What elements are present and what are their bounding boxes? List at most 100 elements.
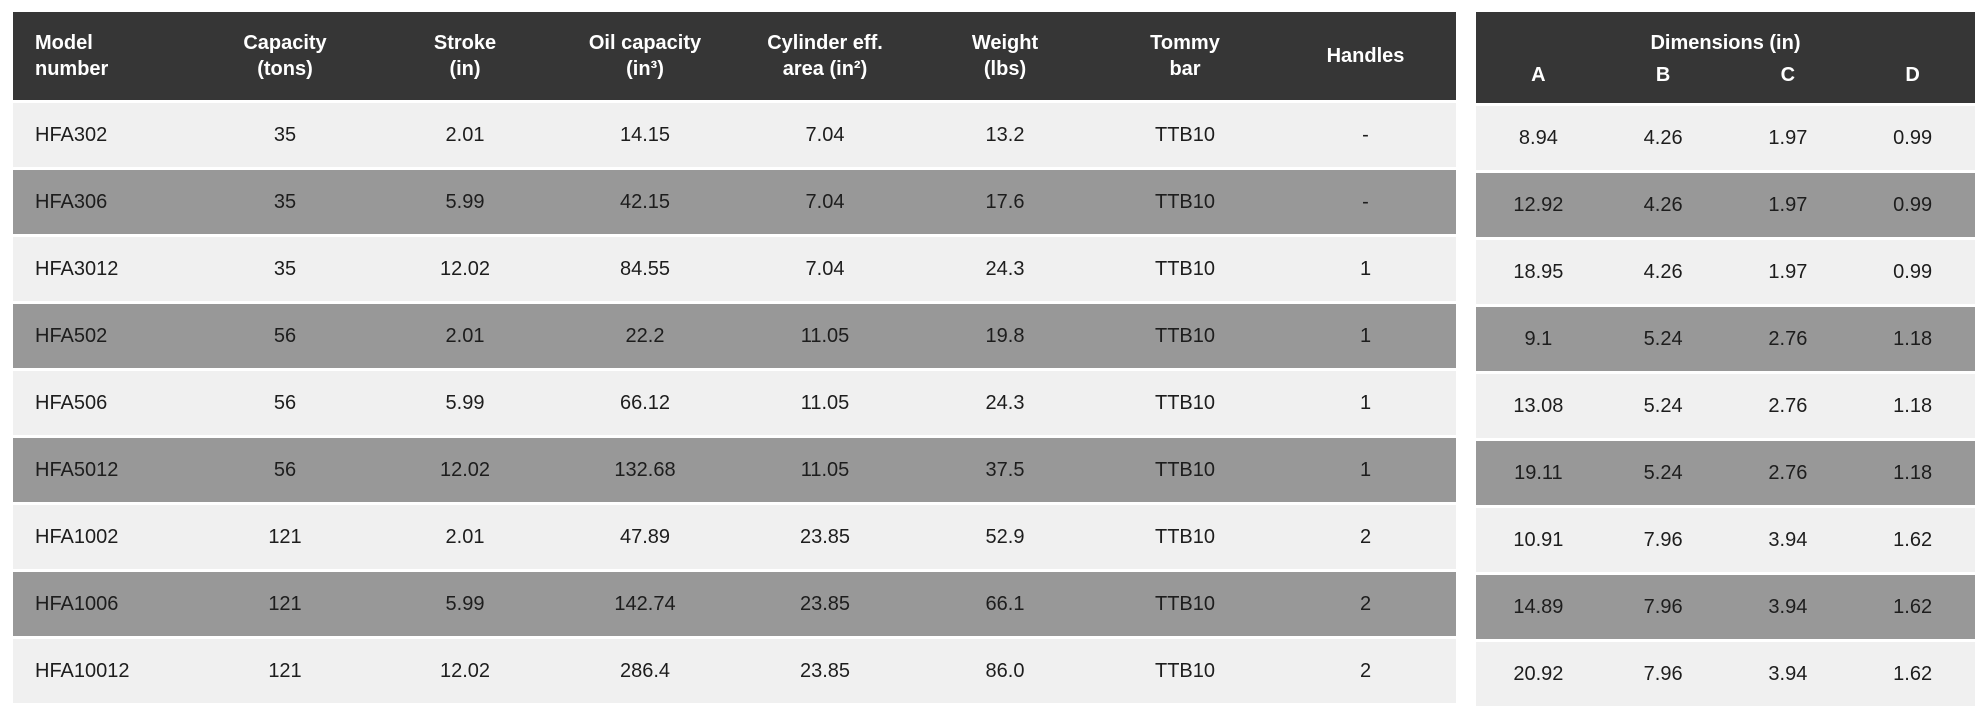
- cell-dim-c: 2.76: [1725, 439, 1851, 507]
- cell-area: 7.04: [735, 168, 915, 236]
- table-row: HFA5012 56 12.02 132.68 11.05 37.5 TTB10…: [13, 436, 1456, 504]
- cell-weight: 17.6: [915, 168, 1095, 236]
- cell-dim-d: 1.62: [1850, 506, 1975, 574]
- cell-oil: 142.74: [555, 570, 735, 638]
- cell-tommy: TTB10: [1095, 369, 1275, 437]
- cell-model: HFA10012: [13, 637, 195, 705]
- cell-area: 11.05: [735, 369, 915, 437]
- cell-capacity: 35: [195, 235, 375, 303]
- cell-stroke: 12.02: [375, 637, 555, 705]
- table-row: 19.11 5.24 2.76 1.18: [1476, 439, 1975, 507]
- cell-dim-c: 2.76: [1725, 372, 1851, 440]
- table-row: 12.92 4.26 1.97 0.99: [1476, 171, 1975, 239]
- cell-tommy: TTB10: [1095, 436, 1275, 504]
- cell-model: HFA506: [13, 369, 195, 437]
- cell-handles: 1: [1275, 235, 1456, 303]
- cell-weight: 52.9: [915, 503, 1095, 571]
- cell-dim-b: 4.26: [1600, 104, 1726, 172]
- cell-capacity: 121: [195, 637, 375, 705]
- cell-weight: 37.5: [915, 436, 1095, 504]
- cell-dim-b: 7.96: [1600, 506, 1726, 574]
- cell-stroke: 5.99: [375, 570, 555, 638]
- cell-weight: 86.0: [915, 637, 1095, 705]
- cell-area: 23.85: [735, 570, 915, 638]
- cell-oil: 22.2: [555, 302, 735, 370]
- header-dim-c: C: [1725, 58, 1851, 105]
- cell-dim-b: 5.24: [1600, 305, 1726, 373]
- cell-dim-d: 0.99: [1850, 238, 1975, 306]
- cell-area: 11.05: [735, 436, 915, 504]
- cell-dim-d: 1.18: [1850, 372, 1975, 440]
- cell-model: HFA302: [13, 101, 195, 169]
- cell-tommy: TTB10: [1095, 570, 1275, 638]
- cell-weight: 66.1: [915, 570, 1095, 638]
- cell-dim-b: 5.24: [1600, 372, 1726, 440]
- table-row: HFA3012 35 12.02 84.55 7.04 24.3 TTB10 1: [13, 235, 1456, 303]
- table-row: HFA302 35 2.01 14.15 7.04 13.2 TTB10 -: [13, 101, 1456, 169]
- cell-tommy: TTB10: [1095, 101, 1275, 169]
- table-row: HFA506 56 5.99 66.12 11.05 24.3 TTB10 1: [13, 369, 1456, 437]
- cell-dim-d: 1.18: [1850, 305, 1975, 373]
- cell-model: HFA306: [13, 168, 195, 236]
- cell-area: 11.05: [735, 302, 915, 370]
- cell-dim-c: 1.97: [1725, 238, 1851, 306]
- cell-stroke: 5.99: [375, 369, 555, 437]
- table-row: HFA1006 121 5.99 142.74 23.85 66.1 TTB10…: [13, 570, 1456, 638]
- cell-tommy: TTB10: [1095, 503, 1275, 571]
- table-row: 13.08 5.24 2.76 1.18: [1476, 372, 1975, 440]
- header-capacity: Capacity (tons): [195, 12, 375, 102]
- cell-model: HFA5012: [13, 436, 195, 504]
- cell-tommy: TTB10: [1095, 637, 1275, 705]
- cell-handles: 2: [1275, 637, 1456, 705]
- header-weight: Weight (lbs): [915, 12, 1095, 102]
- cell-dim-c: 2.76: [1725, 305, 1851, 373]
- cell-tommy: TTB10: [1095, 168, 1275, 236]
- cell-handles: -: [1275, 168, 1456, 236]
- cell-dim-b: 7.96: [1600, 573, 1726, 641]
- cell-capacity: 35: [195, 101, 375, 169]
- cell-dim-a: 10.91: [1476, 506, 1601, 574]
- cell-capacity: 35: [195, 168, 375, 236]
- cell-model: HFA1006: [13, 570, 195, 638]
- cell-capacity: 121: [195, 570, 375, 638]
- table-row: 20.92 7.96 3.94 1.62: [1476, 640, 1975, 708]
- cell-dim-b: 4.26: [1600, 171, 1726, 239]
- cell-oil: 66.12: [555, 369, 735, 437]
- cell-oil: 84.55: [555, 235, 735, 303]
- header-cylinder-eff-area: Cylinder eff. area (in²): [735, 12, 915, 102]
- cell-dim-c: 3.94: [1725, 640, 1851, 708]
- cell-stroke: 12.02: [375, 436, 555, 504]
- cell-dim-a: 20.92: [1476, 640, 1601, 708]
- cell-stroke: 12.02: [375, 235, 555, 303]
- cell-dim-d: 1.18: [1850, 439, 1975, 507]
- cell-stroke: 5.99: [375, 168, 555, 236]
- cell-stroke: 2.01: [375, 302, 555, 370]
- cell-capacity: 121: [195, 503, 375, 571]
- cell-area: 23.85: [735, 503, 915, 571]
- cell-dim-d: 1.62: [1850, 573, 1975, 641]
- cell-dim-b: 5.24: [1600, 439, 1726, 507]
- cell-weight: 19.8: [915, 302, 1095, 370]
- table-row: HFA306 35 5.99 42.15 7.04 17.6 TTB10 -: [13, 168, 1456, 236]
- cell-handles: 1: [1275, 369, 1456, 437]
- cell-capacity: 56: [195, 436, 375, 504]
- cell-model: HFA502: [13, 302, 195, 370]
- header-model-number: Model number: [13, 12, 195, 102]
- header-dim-d: D: [1850, 58, 1975, 105]
- cell-weight: 24.3: [915, 369, 1095, 437]
- cell-dim-a: 13.08: [1476, 372, 1601, 440]
- cell-dim-d: 0.99: [1850, 171, 1975, 239]
- cell-dim-c: 3.94: [1725, 506, 1851, 574]
- cell-area: 7.04: [735, 101, 915, 169]
- table-row: HFA502 56 2.01 22.2 11.05 19.8 TTB10 1: [13, 302, 1456, 370]
- cell-oil: 14.15: [555, 101, 735, 169]
- cell-dim-a: 8.94: [1476, 104, 1601, 172]
- cell-oil: 47.89: [555, 503, 735, 571]
- cell-dim-d: 1.62: [1850, 640, 1975, 708]
- header-handles: Handles: [1275, 12, 1456, 102]
- cell-oil: 132.68: [555, 436, 735, 504]
- cell-handles: -: [1275, 101, 1456, 169]
- header-stroke: Stroke (in): [375, 12, 555, 102]
- dimensions-table-header: Dimensions (in) A B C D: [1476, 12, 1975, 105]
